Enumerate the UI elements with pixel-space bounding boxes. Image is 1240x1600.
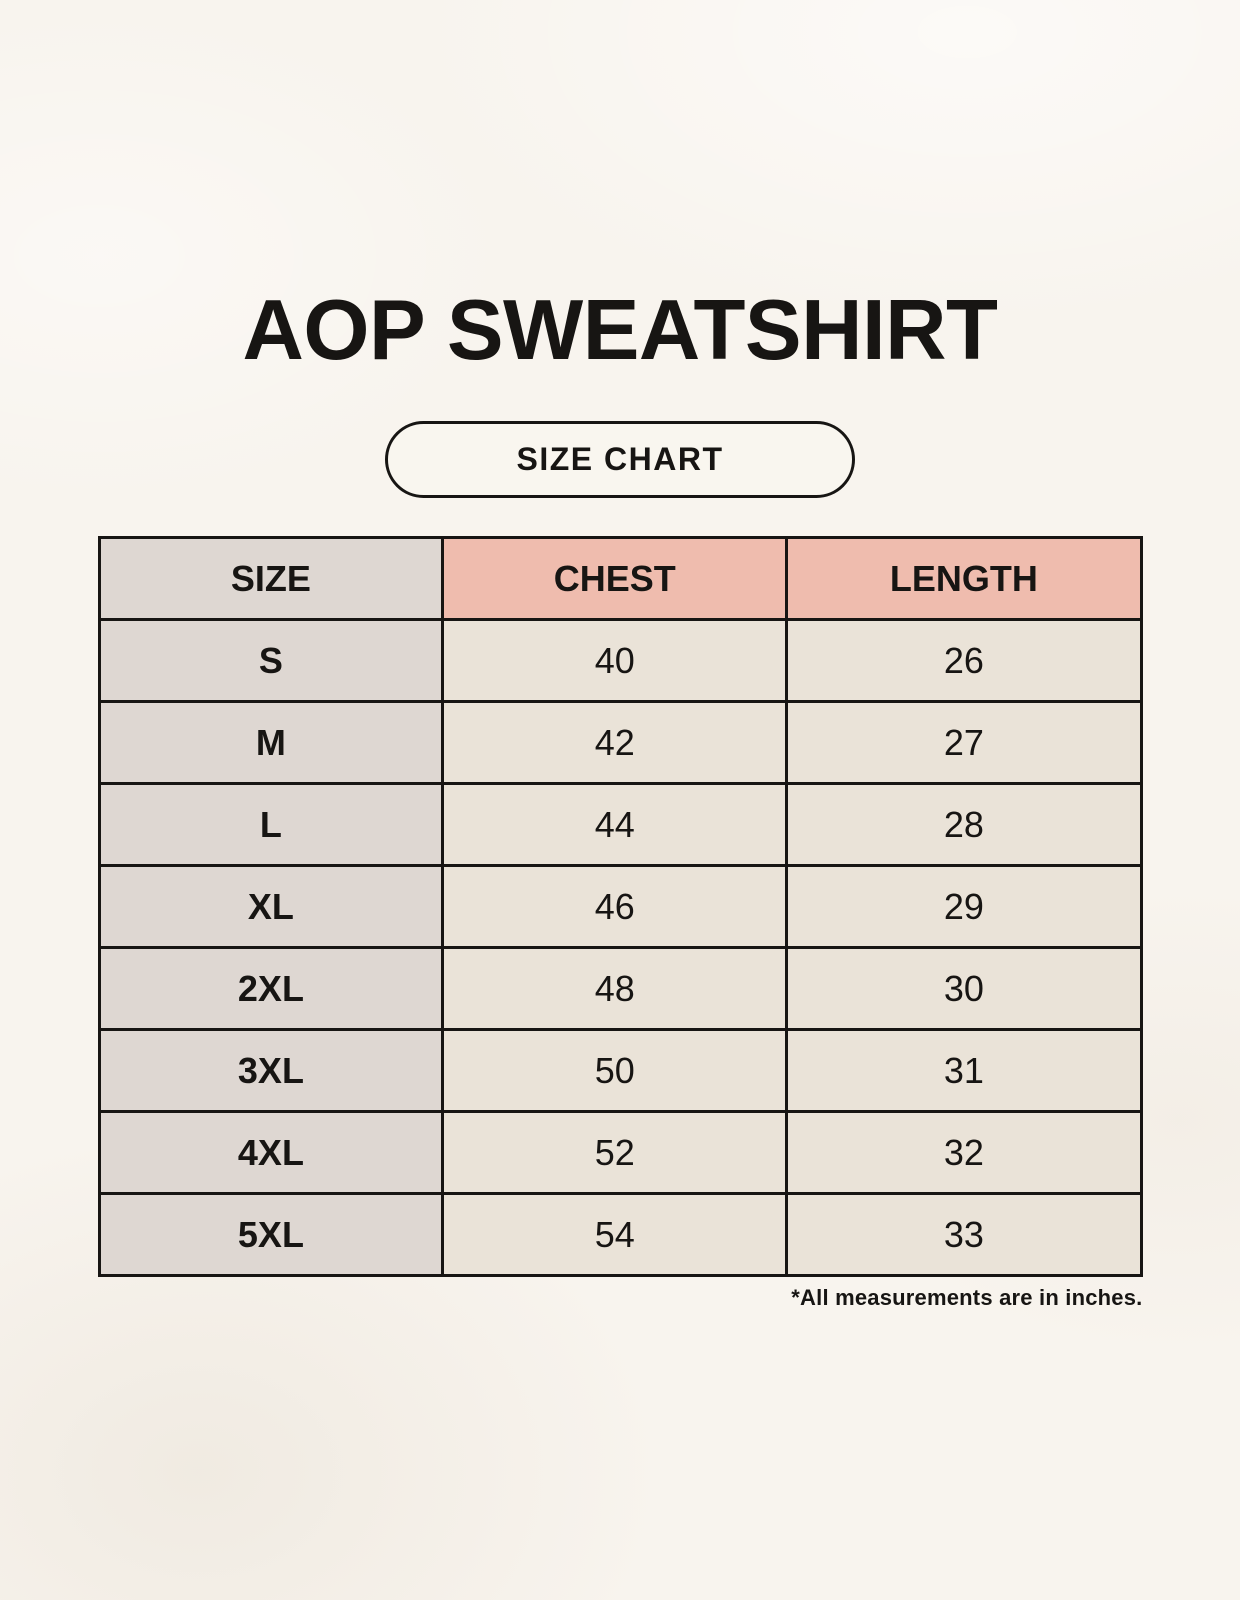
length-value: 32 — [785, 1110, 1143, 1195]
table-row-5xl: 5XL 54 33 — [97, 1192, 1143, 1277]
size-label: L — [97, 782, 445, 867]
length-value: 30 — [785, 946, 1143, 1031]
table-header-row: SIZE CHEST LENGTH — [97, 536, 1143, 621]
page-title: AOP SWEATSHIRT — [242, 283, 998, 378]
chest-value: 42 — [441, 700, 789, 785]
table-row-3xl: 3XL 50 31 — [97, 1028, 1143, 1113]
table-row-l: L 44 28 — [97, 782, 1143, 867]
length-value: 29 — [785, 864, 1143, 949]
column-header-size: SIZE — [97, 536, 445, 621]
table-row-2xl: 2XL 48 30 — [97, 946, 1143, 1031]
length-value: 26 — [785, 618, 1143, 703]
chest-value: 52 — [441, 1110, 789, 1195]
table-row-m: M 42 27 — [97, 700, 1143, 785]
length-value: 27 — [785, 700, 1143, 785]
size-label: M — [97, 700, 445, 785]
measurements-note: *All measurements are in inches. — [791, 1285, 1143, 1310]
size-chart-table: SIZE CHEST LENGTH S 40 26 M 42 27 L 44 2… — [97, 536, 1143, 1277]
size-chart-badge: SIZE CHART — [385, 421, 855, 498]
table-row-4xl: 4XL 52 32 — [97, 1110, 1143, 1195]
column-header-length: LENGTH — [785, 536, 1143, 621]
size-chart-badge-label: SIZE CHART — [516, 441, 724, 477]
size-label: XL — [97, 864, 445, 949]
table-row-xl: XL 46 29 — [97, 864, 1143, 949]
chest-value: 46 — [441, 864, 789, 949]
size-label: 5XL — [97, 1192, 445, 1277]
size-label: S — [97, 618, 445, 703]
table-row-s: S 40 26 — [97, 618, 1143, 703]
chest-value: 44 — [441, 782, 789, 867]
length-value: 31 — [785, 1028, 1143, 1113]
size-label: 2XL — [97, 946, 445, 1031]
chest-value: 48 — [441, 946, 789, 1031]
length-value: 33 — [785, 1192, 1143, 1277]
chest-value: 54 — [441, 1192, 789, 1277]
size-label: 4XL — [97, 1110, 445, 1195]
column-header-chest: CHEST — [441, 536, 789, 621]
chest-value: 50 — [441, 1028, 789, 1113]
length-value: 28 — [785, 782, 1143, 867]
chest-value: 40 — [441, 618, 789, 703]
size-label: 3XL — [97, 1028, 445, 1113]
